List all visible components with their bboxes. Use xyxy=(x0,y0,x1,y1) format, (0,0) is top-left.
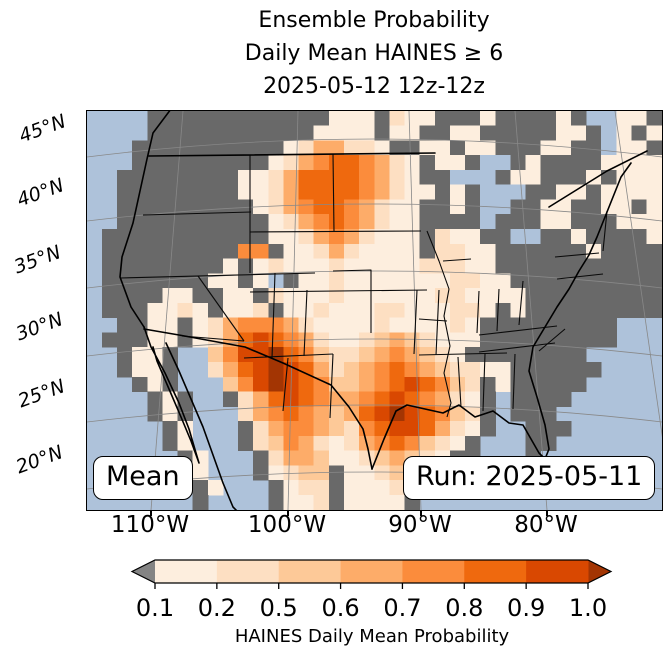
lat-label-40n: 40°N xyxy=(14,174,67,212)
colorbar-tick-label: 0.7 xyxy=(383,594,422,622)
title-line-2: Daily Mean HAINES ≥ 6 xyxy=(244,41,504,66)
lon-label-90w: 90°W xyxy=(388,512,452,538)
colorbar-tick-label: 1.0 xyxy=(568,594,608,622)
stat-label-box: Mean xyxy=(93,456,193,500)
colorbar-tick-label: 0.5 xyxy=(259,594,298,622)
lat-label-20n: 20°N xyxy=(13,441,66,479)
lat-label-35n: 35°N xyxy=(11,241,64,279)
probability-cell-grid xyxy=(101,111,662,510)
axis-tick-100w xyxy=(287,510,289,516)
title-line-1: Ensemble Probability xyxy=(258,8,490,33)
lat-label-45n: 45°N xyxy=(16,110,69,148)
lat-label-30n: 30°N xyxy=(13,308,66,346)
colorbar-tick-label: 0.6 xyxy=(321,594,360,622)
axis-tick-90w xyxy=(420,510,422,516)
colorbar-caption: HAINES Daily Mean Probability xyxy=(234,626,510,647)
run-label-text: Run: 2025-05-11 xyxy=(416,461,643,492)
run-label-box: Run: 2025-05-11 xyxy=(403,456,656,500)
title-line-3: 2025-05-12 12z-12z xyxy=(263,74,485,99)
coastline-borders xyxy=(119,111,648,510)
lat-label-25n: 25°N xyxy=(15,375,68,413)
colorbar-tick-label: 0.1 xyxy=(135,594,175,622)
axis-tick-80w xyxy=(546,510,548,516)
map-panel: Mean Run: 2025-05-11 xyxy=(86,110,663,511)
colorbar-tick-label: 0.9 xyxy=(507,594,546,622)
lon-label-110w: 110°W xyxy=(110,512,190,538)
colorbar-tick-label: 0.2 xyxy=(197,594,236,622)
lon-label-100w: 100°W xyxy=(247,512,327,538)
map-canvas xyxy=(87,111,662,510)
state-borders xyxy=(119,153,608,419)
colorbar-tick-label: 0.8 xyxy=(445,594,484,622)
colorbar xyxy=(130,559,613,589)
axis-tick-110w xyxy=(150,510,152,516)
stat-label-text: Mean xyxy=(106,461,180,492)
lon-label-80w: 80°W xyxy=(514,512,578,538)
